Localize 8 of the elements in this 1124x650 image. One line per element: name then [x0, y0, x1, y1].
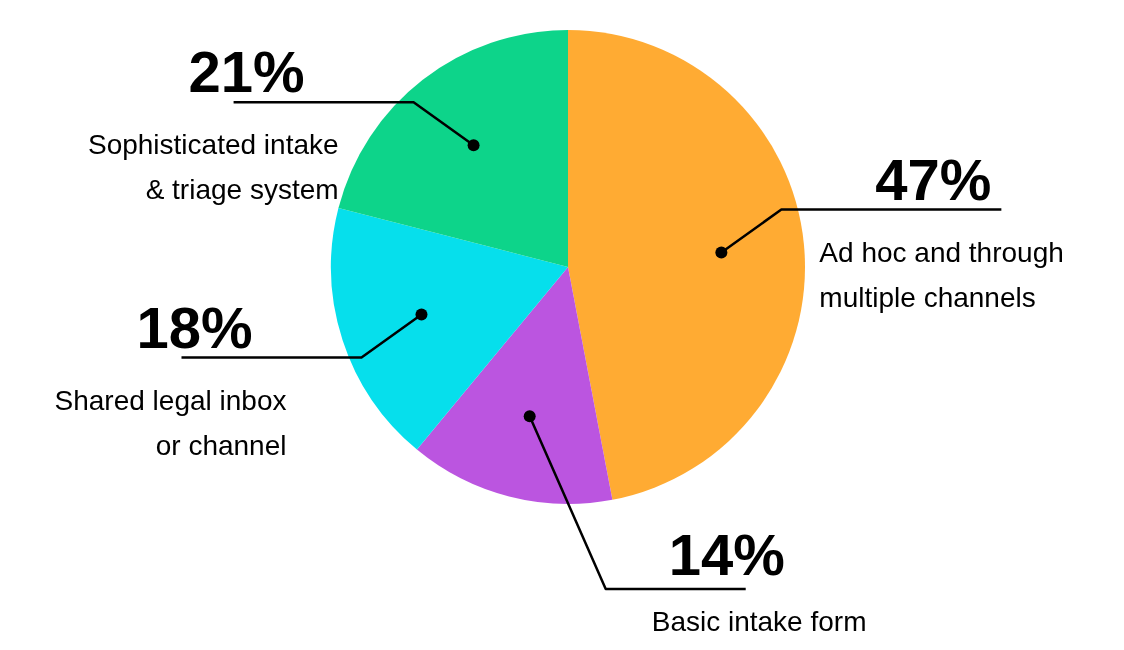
data-label: 14%	[668, 522, 785, 587]
slice-label: Basic intake form	[651, 606, 867, 637]
data-label: 21%	[188, 39, 305, 105]
slice-label: Sophisticated intake & triage system	[87, 129, 339, 206]
slice-label: Shared legal inbox or channel	[54, 384, 287, 461]
data-label: 47%	[875, 146, 992, 212]
data-label: 18%	[136, 294, 253, 360]
slice-label: Ad hoc and through multiple channels	[819, 236, 1064, 313]
